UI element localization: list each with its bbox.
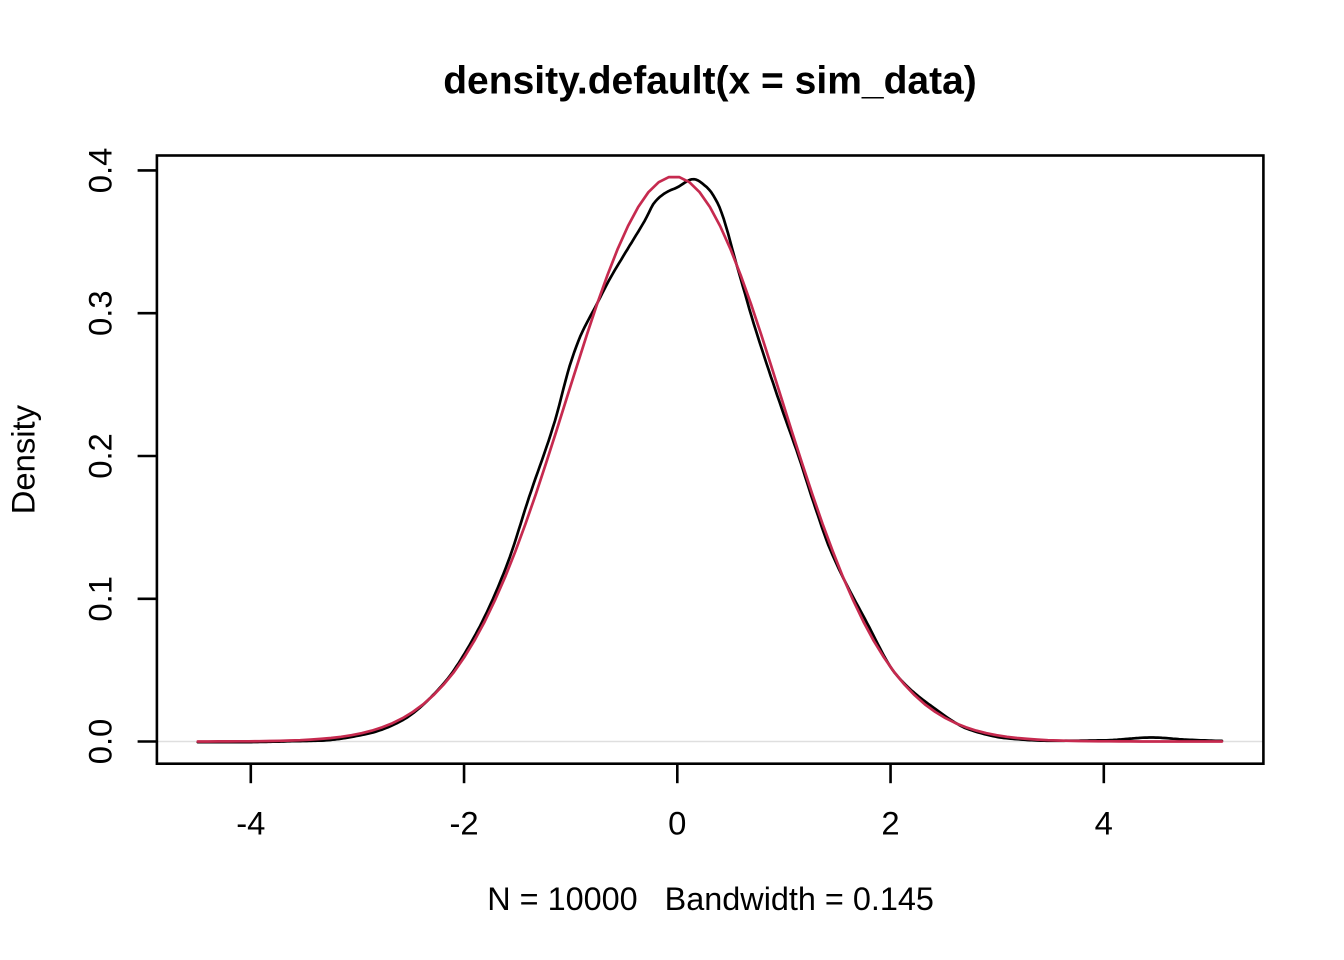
svg-text:-4: -4 bbox=[236, 805, 265, 842]
svg-text:-2: -2 bbox=[449, 805, 478, 842]
svg-text:Density: Density bbox=[4, 404, 41, 514]
svg-text:N = 10000 Bandwidth = 0.145: N = 10000 Bandwidth = 0.145 bbox=[487, 881, 934, 917]
svg-text:0.2: 0.2 bbox=[82, 433, 119, 479]
svg-text:density.default(x = sim_data): density.default(x = sim_data) bbox=[443, 60, 977, 103]
svg-text:0.4: 0.4 bbox=[82, 148, 119, 194]
svg-text:0.0: 0.0 bbox=[82, 719, 119, 765]
svg-text:4: 4 bbox=[1095, 805, 1113, 842]
svg-text:0.1: 0.1 bbox=[82, 576, 119, 622]
svg-text:0: 0 bbox=[668, 805, 686, 842]
svg-text:2: 2 bbox=[881, 805, 899, 842]
svg-text:0.3: 0.3 bbox=[82, 290, 119, 336]
